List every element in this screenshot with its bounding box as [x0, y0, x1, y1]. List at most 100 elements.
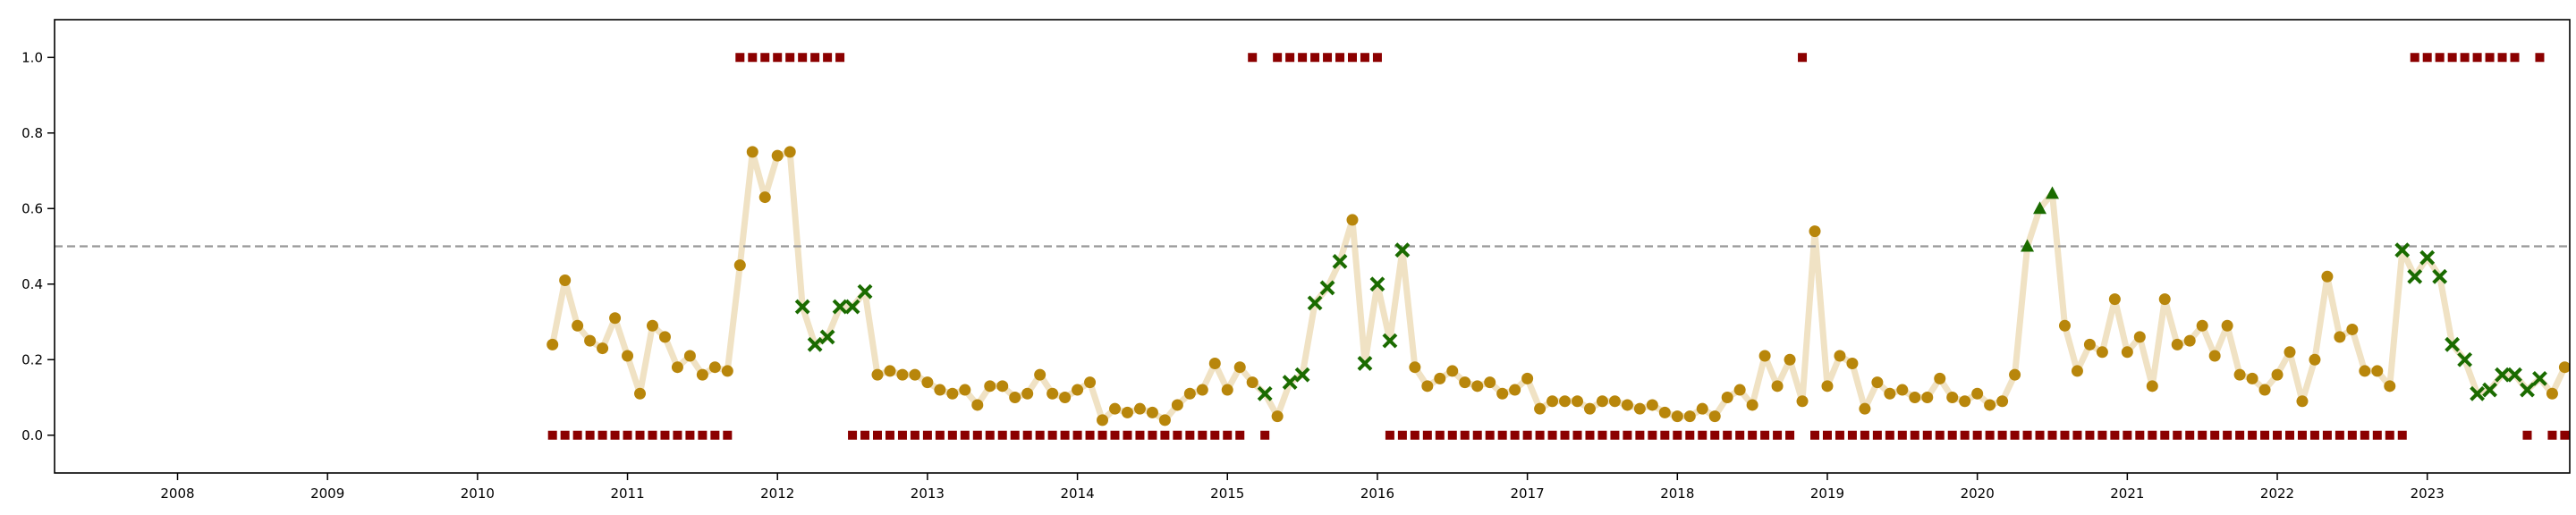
signal-marker: [1922, 430, 1932, 440]
signal-marker: [1685, 430, 1695, 440]
data-point: [1834, 350, 1846, 362]
signal-marker: [1010, 430, 1020, 440]
x-tick-label: 2017: [1511, 485, 1545, 502]
data-point: [2071, 365, 2083, 377]
signal-marker: [635, 430, 645, 440]
data-point: [1884, 387, 1896, 400]
signal-marker: [1897, 430, 1907, 440]
signal-marker: [1947, 430, 1957, 440]
data-point: [733, 259, 746, 272]
data-point: [959, 384, 971, 396]
y-tick-label: 0.2: [21, 351, 43, 367]
signal-marker: [1648, 430, 1657, 440]
signal-marker: [972, 430, 982, 440]
x-tick-label: 2008: [160, 485, 194, 502]
data-point: [884, 365, 896, 377]
cross-stroke: [1394, 242, 1411, 258]
data-point: [547, 338, 559, 350]
signal-marker: [1347, 53, 1357, 63]
data-point-cross: [2482, 382, 2497, 398]
x-tick-label: 2009: [310, 485, 344, 502]
cross-stroke: [819, 329, 835, 345]
y-tick-label: 0.6: [21, 200, 43, 216]
signal-marker: [572, 430, 582, 440]
signal-marker: [997, 430, 1007, 440]
signal-marker: [773, 53, 783, 63]
signal-marker: [1372, 53, 1382, 63]
data-point: [1934, 372, 1946, 384]
data-point: [2108, 293, 2121, 306]
signal-marker: [873, 430, 883, 440]
signal-marker: [723, 430, 733, 440]
cross-stroke: [1282, 375, 1298, 391]
signal-marker: [985, 430, 995, 440]
signal-marker: [1810, 430, 1820, 440]
data-point-cross: [1332, 253, 1348, 269]
cross-stroke: [1294, 367, 1310, 383]
signal-marker: [735, 53, 745, 63]
signal-marker: [2210, 430, 2220, 440]
signal-marker: [2148, 430, 2157, 440]
signal-marker: [2385, 430, 2394, 440]
data-point: [2196, 319, 2208, 332]
signal-marker: [1723, 430, 1733, 440]
signal-marker: [1610, 430, 1620, 440]
signal-marker: [2560, 430, 2570, 440]
cross-stroke: [832, 299, 848, 315]
data-point: [2309, 353, 2321, 366]
signal-marker: [2334, 430, 2344, 440]
signal-marker: [1910, 430, 1919, 440]
data-point: [1946, 392, 1959, 403]
cross-stroke: [807, 336, 823, 352]
signal-marker: [2173, 430, 2182, 440]
data-point: [2058, 319, 2071, 332]
data-point: [1758, 350, 1771, 362]
data-point: [683, 350, 696, 362]
signal-marker: [2085, 430, 2095, 440]
cross-stroke: [2407, 268, 2423, 284]
signal-marker: [2497, 53, 2507, 63]
signal-marker: [610, 430, 620, 440]
signal-marker: [2435, 53, 2445, 63]
x-axis: 2008 2009 2010 2011 2012 2013 2014 2015 2016 2017…: [160, 473, 2445, 502]
signal-marker: [1335, 53, 1345, 63]
signal-marker: [1547, 430, 1557, 440]
signal-marker: [648, 430, 657, 440]
data-point-cross: [1357, 356, 1373, 371]
data-point: [1521, 372, 1534, 384]
data-point: [934, 384, 946, 396]
data-point: [2183, 334, 2196, 347]
signal-marker: [2160, 430, 2170, 440]
data-point: [1846, 357, 1859, 369]
cross-stroke: [2445, 336, 2461, 352]
data-point: [1658, 406, 1671, 418]
data-point: [696, 368, 708, 381]
signal-marker: [1310, 53, 1320, 63]
signal-layer: [547, 53, 2570, 440]
data-point: [1583, 402, 1596, 415]
data-point: [2121, 346, 2133, 359]
data-point-cross: [1307, 295, 1323, 311]
data-point-cross: [2419, 249, 2436, 266]
data-point: [671, 361, 683, 374]
signal-marker: [1535, 430, 1545, 440]
signal-marker: [1960, 430, 1970, 440]
signal-marker: [1510, 430, 1520, 440]
data-point: [946, 387, 959, 400]
data-point: [572, 319, 584, 332]
x-tick-label: 2011: [610, 485, 644, 502]
signal-marker: [1698, 430, 1707, 440]
signal-marker: [1298, 53, 1308, 63]
data-point: [2271, 368, 2284, 381]
data-point: [634, 387, 647, 400]
signal-marker: [1748, 430, 1758, 440]
signal-marker: [2135, 430, 2145, 440]
data-point: [1784, 353, 1796, 366]
signal-marker: [2309, 430, 2319, 440]
data-point: [2284, 346, 2296, 359]
data-point-cross: [1319, 280, 1335, 296]
signal-marker: [798, 53, 808, 63]
signal-marker: [823, 53, 833, 63]
cross-stroke: [844, 299, 860, 315]
data-point: [2221, 319, 2233, 332]
